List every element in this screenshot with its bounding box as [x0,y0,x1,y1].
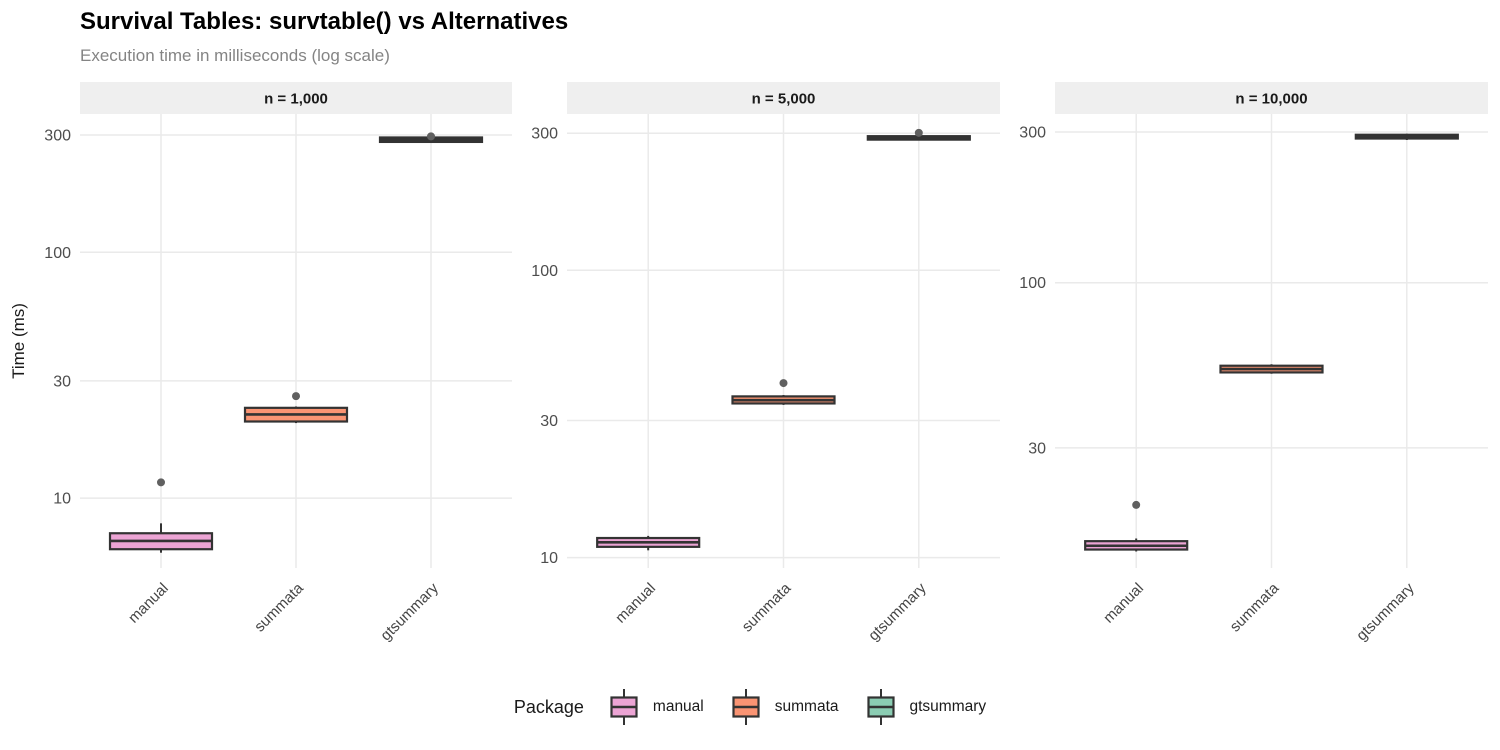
facet-panel-1: n = 1,000 300 100 30 10 manual summata gtsummar… [44,82,512,644]
legend-item-gtsummary: gtsummary [863,686,987,728]
boxplot-summata [1219,364,1324,374]
boxplot-chart: n = 1,000 300 100 30 10 manual summata gtsummar… [9,82,1488,644]
y-tick-label: 100 [44,245,71,262]
facet-strip-label: n = 10,000 [1235,91,1307,108]
y-tick-label: 300 [1019,124,1046,141]
facet-strip [1055,82,1488,114]
x-tick-label: manual [1100,580,1147,627]
legend-item-manual: manual [606,686,704,728]
y-tick-label: 10 [53,491,71,508]
legend-item-summata: summata [728,686,839,728]
y-tick-label: 10 [540,550,558,567]
x-tick-label: gtsummary [1353,579,1418,644]
facet-strip-label: n = 1,000 [264,91,328,108]
boxplot-manual [108,478,214,553]
outlier-point [427,132,435,141]
boxplot-manual [1084,500,1189,552]
x-tick-label: summata [251,579,307,635]
legend-key-boxplot-icon [866,689,895,725]
legend-label: manual [652,698,704,715]
legend: Package manual summata gtsummary [0,686,1500,728]
legend-items: manual summata gtsummary [606,686,986,728]
legend-label: summata [774,698,839,715]
boxplot-summata [731,379,836,405]
boxplot-gtsummary [378,132,484,144]
outlier-point [914,128,923,137]
boxplot-gtsummary [1354,133,1459,140]
x-tick-label: summata [739,579,795,635]
y-tick-label: 100 [531,263,558,280]
y-tick-label: 30 [53,373,71,390]
facet-panel-2: n = 5,000 300 100 30 10 manual summata gtsummar… [531,82,1000,644]
facet-panel-3: n = 10,000 300 100 30 manual summata gtsummary [1019,82,1488,644]
x-tick-label: gtsummary [865,579,930,644]
x-tick-label: manual [612,580,659,627]
y-tick-label: 300 [531,126,558,143]
legend-key-boxplot-icon [610,689,638,725]
y-tick-label: 30 [1028,440,1046,457]
y-tick-label: 30 [540,413,558,430]
boxplot-gtsummary [866,128,971,141]
y-tick-label: 300 [44,127,71,144]
x-tick-label: gtsummary [377,579,442,644]
legend-title: Package [513,696,584,717]
chart-subtitle: Execution time in milliseconds (log scal… [80,46,390,65]
facet-strip-label: n = 5,000 [752,91,816,108]
y-tick-label: 100 [1019,275,1046,292]
legend-label: gtsummary [909,698,987,715]
outlier-point [292,392,300,401]
outlier-point [157,478,165,487]
facet-strip [567,82,1000,114]
chart-title: Survival Tables: survtable() vs Alternat… [80,8,569,35]
y-axis-title: Time (ms) [9,303,28,379]
x-tick-label: summata [1227,579,1283,635]
x-tick-label: manual [125,580,172,627]
boxplot-summata [243,392,349,424]
outlier-point [779,379,788,388]
facet-strip [80,82,512,114]
boxplot-manual [596,535,701,551]
legend-key-boxplot-icon [732,689,760,725]
outlier-point [1132,500,1141,509]
